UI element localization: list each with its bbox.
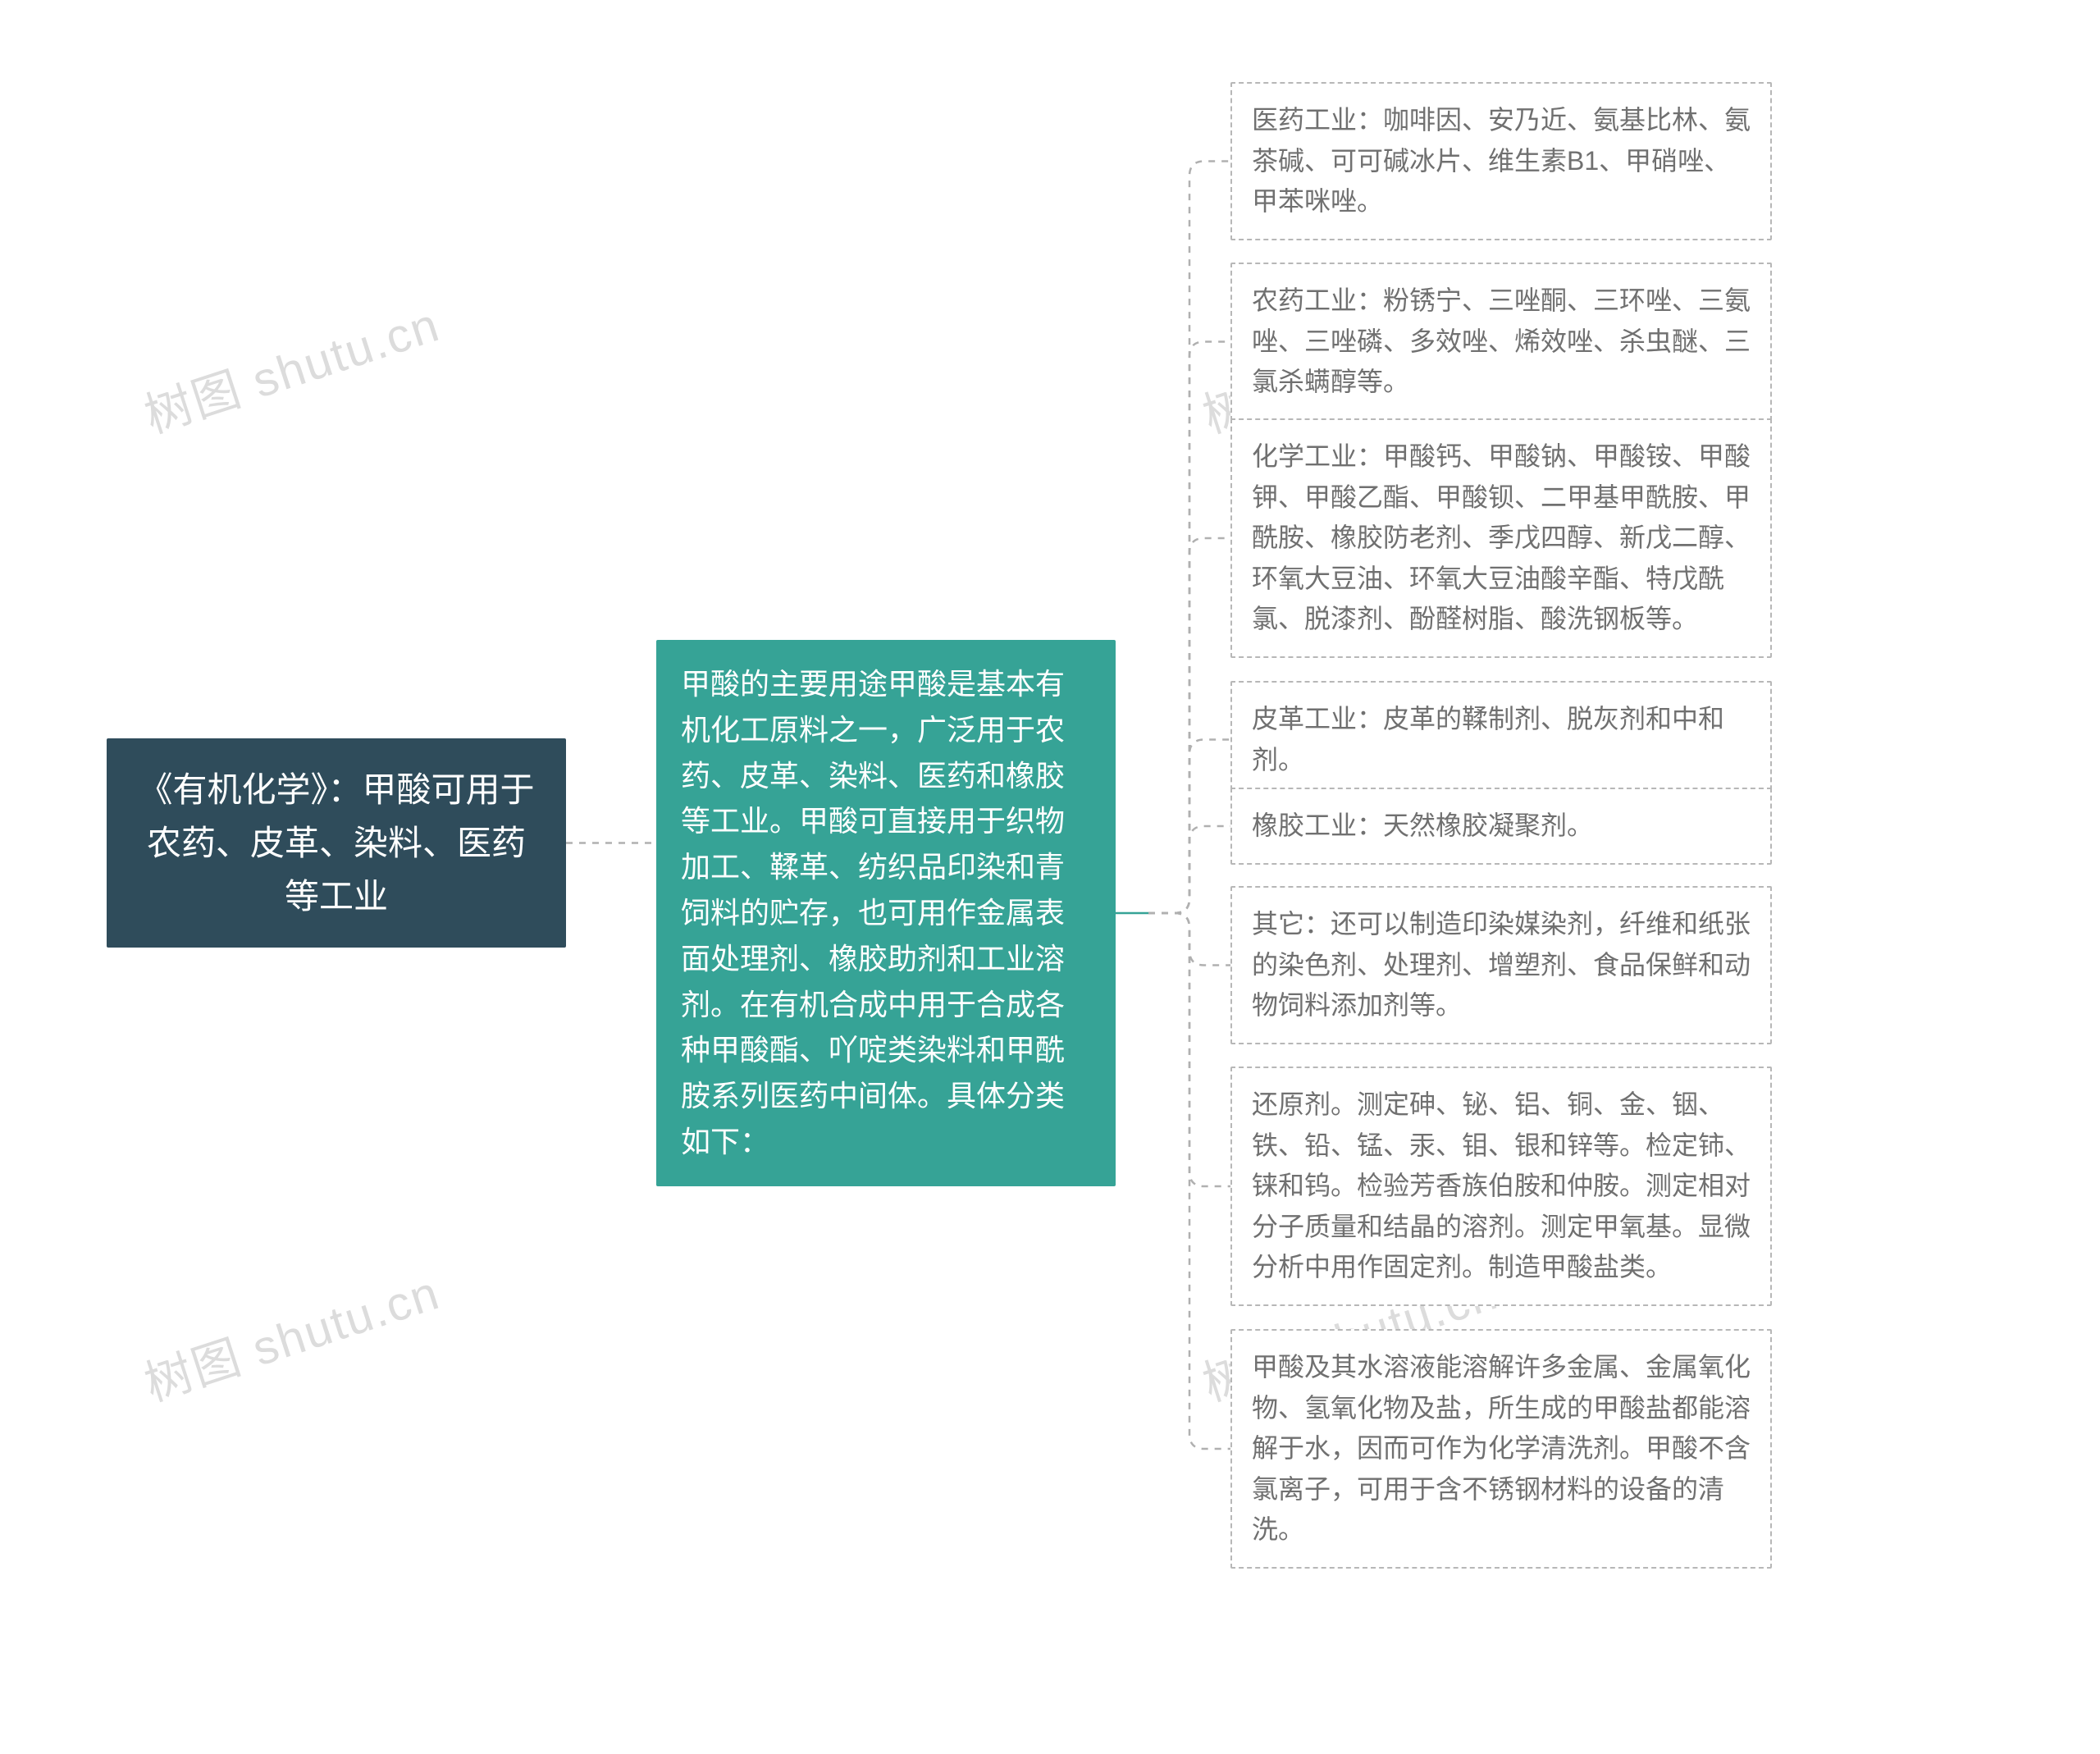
- leaf-label: 皮革工业：皮革的鞣制剂、脱灰剂和中和剂。: [1252, 704, 1724, 774]
- connector-mid-leaf: [1148, 826, 1230, 913]
- leaf-node: 医药工业：咖啡因、安乃近、氨基比林、氨茶碱、可可碱冰片、维生素B1、甲硝唑、甲苯…: [1230, 82, 1772, 240]
- leaf-node: 还原剂。测定砷、铋、铝、铜、金、铟、铁、铅、锰、汞、钼、银和锌等。检定铈、铼和钨…: [1230, 1067, 1772, 1306]
- mid-node: 甲酸的主要用途甲酸是基本有机化工原料之一，广泛用于农药、皮革、染料、医药和橡胶等…: [656, 640, 1116, 1186]
- connector-mid-leaf: [1148, 740, 1230, 914]
- leaf-node: 其它：还可以制造印染媒染剂，纤维和纸张的染色剂、处理剂、增塑剂、食品保鲜和动物饲…: [1230, 886, 1772, 1044]
- leaf-node: 皮革工业：皮革的鞣制剂、脱灰剂和中和剂。: [1230, 681, 1772, 798]
- leaf-node: 化学工业：甲酸钙、甲酸钠、甲酸铵、甲酸钾、甲酸乙酯、甲酸钡、二甲基甲酰胺、甲酰胺…: [1230, 418, 1772, 658]
- root-node: 《有机化学》：甲酸可用于农药、皮革、染料、医药等工业: [107, 738, 566, 948]
- root-label: 《有机化学》：甲酸可用于农药、皮革、染料、医药等工业: [138, 770, 534, 916]
- connector-mid-leaf: [1148, 913, 1230, 1186]
- connector-mid-leaf: [1148, 162, 1230, 914]
- mindmap-canvas: 树图 shutu.cn树图 shutu.cn树图 shutu.cn树图 shut…: [0, 0, 2100, 1754]
- leaf-label: 农药工业：粉锈宁、三唑酮、三环唑、三氨唑、三唑磷、多效唑、烯效唑、杀虫醚、三氯杀…: [1252, 285, 1751, 396]
- mid-label: 甲酸的主要用途甲酸是基本有机化工原料之一，广泛用于农药、皮革、染料、医药和橡胶等…: [681, 667, 1065, 1158]
- watermark: 树图 shutu.cn: [135, 1254, 447, 1414]
- leaf-node: 甲酸及其水溶液能溶解许多金属、金属氧化物、氢氧化物及盐，所生成的甲酸盐都能溶解于…: [1230, 1329, 1772, 1569]
- connector-mid-leaf: [1148, 913, 1230, 1449]
- leaf-label: 化学工业：甲酸钙、甲酸钠、甲酸铵、甲酸钾、甲酸乙酯、甲酸钡、二甲基甲酰胺、甲酰胺…: [1252, 441, 1751, 633]
- leaf-node: 农药工业：粉锈宁、三唑酮、三环唑、三氨唑、三唑磷、多效唑、烯效唑、杀虫醚、三氯杀…: [1230, 263, 1772, 421]
- watermark: 树图 shutu.cn: [135, 286, 447, 446]
- connector-mid-leaf: [1148, 342, 1230, 914]
- leaf-label: 其它：还可以制造印染媒染剂，纤维和纸张的染色剂、处理剂、增塑剂、食品保鲜和动物饲…: [1252, 909, 1751, 1020]
- leaf-label: 还原剂。测定砷、铋、铝、铜、金、铟、铁、铅、锰、汞、钼、银和锌等。检定铈、铼和钨…: [1252, 1089, 1751, 1281]
- leaf-label: 橡胶工业：天然橡胶凝聚剂。: [1252, 811, 1593, 840]
- leaf-node: 橡胶工业：天然橡胶凝聚剂。: [1230, 788, 1772, 865]
- connector-mid-leaf: [1148, 538, 1230, 913]
- connector-mid-leaf: [1148, 913, 1230, 966]
- leaf-label: 甲酸及其水溶液能溶解许多金属、金属氧化物、氢氧化物及盐，所生成的甲酸盐都能溶解于…: [1252, 1352, 1751, 1544]
- leaf-label: 医药工业：咖啡因、安乃近、氨基比林、氨茶碱、可可碱冰片、维生素B1、甲硝唑、甲苯…: [1252, 105, 1751, 216]
